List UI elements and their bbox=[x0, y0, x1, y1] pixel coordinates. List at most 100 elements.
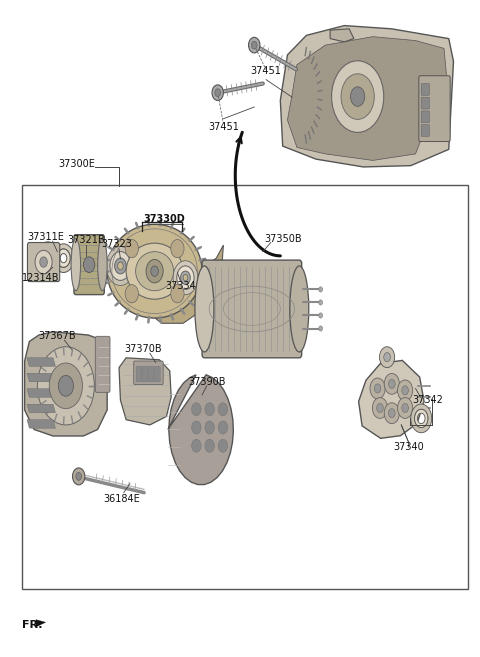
Circle shape bbox=[35, 250, 52, 274]
Circle shape bbox=[171, 240, 184, 258]
Ellipse shape bbox=[97, 238, 107, 290]
Circle shape bbox=[192, 421, 201, 434]
Circle shape bbox=[218, 403, 228, 416]
Circle shape bbox=[397, 380, 413, 401]
Circle shape bbox=[402, 386, 408, 395]
Polygon shape bbox=[280, 26, 454, 167]
Circle shape bbox=[377, 403, 384, 413]
FancyBboxPatch shape bbox=[421, 125, 429, 136]
Text: 37323: 37323 bbox=[101, 238, 132, 249]
Circle shape bbox=[319, 287, 323, 292]
Circle shape bbox=[37, 347, 95, 425]
Circle shape bbox=[384, 403, 399, 424]
FancyBboxPatch shape bbox=[421, 97, 429, 109]
Circle shape bbox=[49, 363, 83, 409]
Circle shape bbox=[76, 472, 82, 480]
Polygon shape bbox=[36, 620, 46, 627]
Text: 37451: 37451 bbox=[208, 122, 239, 131]
Circle shape bbox=[397, 397, 413, 419]
Circle shape bbox=[72, 468, 85, 485]
Text: 37334: 37334 bbox=[165, 281, 196, 290]
Circle shape bbox=[146, 260, 163, 283]
FancyBboxPatch shape bbox=[421, 83, 429, 95]
FancyBboxPatch shape bbox=[136, 367, 142, 382]
Polygon shape bbox=[27, 373, 56, 382]
Polygon shape bbox=[24, 332, 107, 436]
Circle shape bbox=[125, 284, 138, 303]
Circle shape bbox=[125, 240, 138, 258]
Ellipse shape bbox=[107, 224, 202, 318]
Ellipse shape bbox=[126, 243, 183, 299]
Text: 37330D: 37330D bbox=[143, 214, 185, 224]
Polygon shape bbox=[119, 358, 171, 425]
Ellipse shape bbox=[290, 266, 309, 352]
Text: 37390B: 37390B bbox=[188, 377, 226, 387]
Text: 37321B: 37321B bbox=[67, 235, 105, 245]
Text: 36184E: 36184E bbox=[103, 494, 140, 504]
Circle shape bbox=[402, 403, 408, 413]
Circle shape bbox=[205, 403, 215, 416]
FancyBboxPatch shape bbox=[142, 367, 148, 382]
Bar bbox=[22, 185, 468, 589]
Circle shape bbox=[319, 313, 323, 318]
Circle shape bbox=[319, 300, 323, 305]
Circle shape bbox=[192, 440, 201, 452]
Circle shape bbox=[370, 378, 385, 399]
FancyBboxPatch shape bbox=[155, 367, 160, 382]
Circle shape bbox=[171, 284, 184, 303]
Circle shape bbox=[40, 257, 48, 267]
Circle shape bbox=[384, 353, 390, 362]
Polygon shape bbox=[288, 37, 446, 160]
Circle shape bbox=[218, 440, 228, 452]
Text: 37311E: 37311E bbox=[27, 233, 64, 242]
Circle shape bbox=[218, 421, 228, 434]
Circle shape bbox=[388, 409, 395, 418]
Circle shape bbox=[380, 347, 395, 367]
Text: FR.: FR. bbox=[22, 620, 42, 630]
Circle shape bbox=[249, 37, 260, 53]
Circle shape bbox=[332, 60, 384, 133]
Circle shape bbox=[372, 397, 387, 419]
FancyBboxPatch shape bbox=[421, 111, 429, 123]
Circle shape bbox=[212, 85, 223, 101]
FancyBboxPatch shape bbox=[74, 235, 104, 294]
Circle shape bbox=[205, 440, 215, 452]
Circle shape bbox=[252, 41, 257, 49]
Circle shape bbox=[151, 266, 158, 277]
Circle shape bbox=[205, 421, 215, 434]
Polygon shape bbox=[27, 358, 56, 367]
Circle shape bbox=[384, 373, 399, 394]
Ellipse shape bbox=[71, 238, 81, 290]
Text: 37451: 37451 bbox=[251, 66, 282, 76]
Polygon shape bbox=[359, 361, 424, 438]
Circle shape bbox=[319, 326, 323, 331]
Circle shape bbox=[215, 89, 220, 97]
Text: 37370B: 37370B bbox=[124, 344, 162, 354]
Polygon shape bbox=[330, 29, 354, 42]
Polygon shape bbox=[27, 404, 56, 413]
Polygon shape bbox=[136, 235, 223, 323]
Circle shape bbox=[350, 87, 365, 106]
Circle shape bbox=[374, 384, 381, 393]
Circle shape bbox=[388, 379, 395, 388]
FancyBboxPatch shape bbox=[419, 76, 450, 141]
Circle shape bbox=[84, 257, 95, 273]
Polygon shape bbox=[27, 420, 56, 428]
Ellipse shape bbox=[136, 252, 174, 290]
Ellipse shape bbox=[195, 266, 214, 352]
Polygon shape bbox=[168, 374, 233, 485]
Text: 37350B: 37350B bbox=[264, 234, 301, 244]
Text: 37340: 37340 bbox=[393, 442, 424, 452]
Text: 37342: 37342 bbox=[412, 395, 443, 405]
Circle shape bbox=[58, 375, 73, 396]
Text: 12314B: 12314B bbox=[22, 273, 60, 283]
Circle shape bbox=[192, 403, 201, 416]
FancyBboxPatch shape bbox=[134, 361, 163, 384]
Text: 37300E: 37300E bbox=[59, 160, 96, 170]
FancyBboxPatch shape bbox=[96, 336, 110, 392]
FancyBboxPatch shape bbox=[27, 242, 60, 282]
FancyBboxPatch shape bbox=[202, 260, 301, 358]
Polygon shape bbox=[27, 389, 56, 397]
Circle shape bbox=[341, 74, 374, 120]
Text: 37367B: 37367B bbox=[38, 331, 76, 342]
